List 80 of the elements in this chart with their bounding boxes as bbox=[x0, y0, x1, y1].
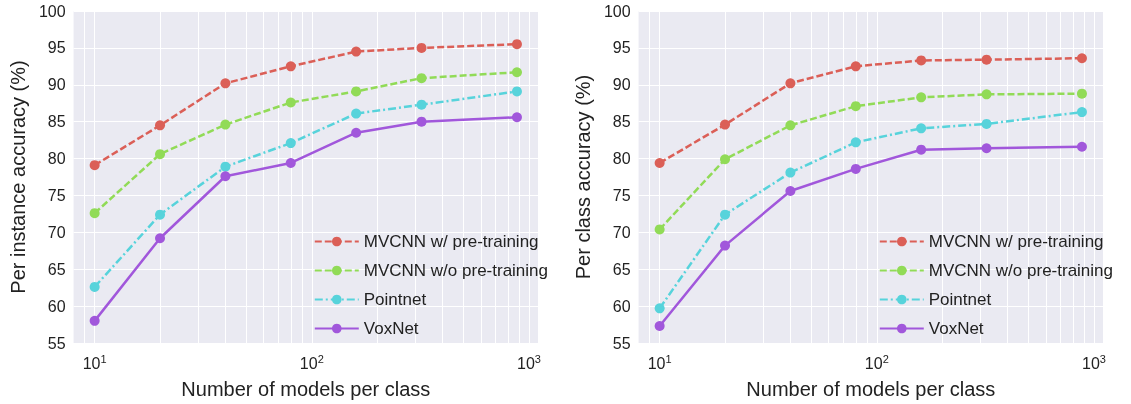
y-axis-title: Per class accuracy (%) bbox=[572, 74, 594, 280]
y-tick-label: 70 bbox=[612, 223, 631, 241]
point bbox=[416, 99, 427, 110]
y-tick-label: 95 bbox=[612, 39, 631, 57]
point bbox=[89, 160, 100, 171]
legend-label: MVCNN w/ pre-training bbox=[928, 232, 1104, 251]
point bbox=[351, 86, 362, 97]
point bbox=[850, 137, 861, 148]
point bbox=[351, 127, 362, 138]
y-tick-label: 90 bbox=[47, 76, 66, 94]
point bbox=[720, 209, 731, 220]
y-tick-label: 85 bbox=[612, 113, 631, 131]
point bbox=[220, 119, 231, 130]
point bbox=[416, 73, 427, 84]
point bbox=[285, 138, 296, 149]
legend-label: Pointnet bbox=[928, 290, 992, 309]
y-tick-label: 85 bbox=[47, 113, 66, 131]
y-tick-label: 100 bbox=[603, 2, 631, 20]
point bbox=[416, 116, 427, 127]
point bbox=[916, 92, 927, 103]
y-tick-label: 70 bbox=[47, 223, 66, 241]
point bbox=[785, 167, 796, 178]
legend-label: Pointnet bbox=[363, 290, 427, 309]
y-tick-label: 60 bbox=[612, 297, 631, 315]
point bbox=[981, 118, 992, 129]
y-tick-label: 65 bbox=[47, 260, 66, 278]
point bbox=[155, 233, 166, 244]
point bbox=[285, 157, 296, 168]
point bbox=[916, 55, 927, 66]
point bbox=[850, 61, 861, 72]
point bbox=[285, 61, 296, 72]
point bbox=[351, 46, 362, 57]
y-tick-label: 60 bbox=[47, 297, 66, 315]
y-tick-label: 80 bbox=[612, 150, 631, 168]
point bbox=[155, 120, 166, 131]
point bbox=[916, 123, 927, 134]
point bbox=[89, 208, 100, 219]
point bbox=[720, 154, 731, 165]
legend-label: MVCNN w/o pre-training bbox=[363, 261, 549, 280]
y-tick-label: 95 bbox=[47, 39, 66, 57]
point bbox=[654, 303, 665, 314]
point bbox=[981, 54, 992, 65]
y-tick-label: 75 bbox=[612, 186, 631, 204]
legend-label: MVCNN w/o pre-training bbox=[928, 261, 1114, 280]
point bbox=[654, 224, 665, 235]
point bbox=[89, 281, 100, 292]
point bbox=[654, 321, 665, 332]
x-axis-title: Number of models per class bbox=[746, 378, 996, 400]
point bbox=[720, 240, 731, 251]
point bbox=[155, 209, 166, 220]
point bbox=[654, 157, 665, 168]
point bbox=[785, 120, 796, 131]
y-tick-label: 80 bbox=[47, 150, 66, 168]
point bbox=[155, 149, 166, 160]
point bbox=[351, 108, 362, 119]
point bbox=[981, 143, 992, 154]
y-tick-label: 75 bbox=[47, 186, 66, 204]
point bbox=[785, 78, 796, 89]
point bbox=[720, 119, 731, 130]
y-tick-label: 55 bbox=[612, 334, 631, 352]
point bbox=[416, 42, 427, 53]
x-axis-title: Number of models per class bbox=[181, 378, 431, 400]
legend-label: VoxNet bbox=[363, 319, 419, 338]
point bbox=[850, 101, 861, 112]
point bbox=[285, 97, 296, 108]
point bbox=[220, 78, 231, 89]
y-tick-label: 90 bbox=[612, 76, 631, 94]
legend-label: VoxNet bbox=[928, 319, 984, 338]
y-tick-label: 100 bbox=[38, 2, 66, 20]
y-axis-title: Per instance accuracy (%) bbox=[7, 60, 29, 294]
point bbox=[89, 315, 100, 326]
point bbox=[850, 163, 861, 174]
point bbox=[220, 161, 231, 172]
point bbox=[981, 89, 992, 100]
y-tick-label: 65 bbox=[612, 260, 631, 278]
point bbox=[220, 171, 231, 182]
point bbox=[785, 186, 796, 197]
legend-label: MVCNN w/ pre-training bbox=[363, 232, 539, 251]
point bbox=[916, 144, 927, 155]
y-tick-label: 55 bbox=[47, 334, 66, 352]
